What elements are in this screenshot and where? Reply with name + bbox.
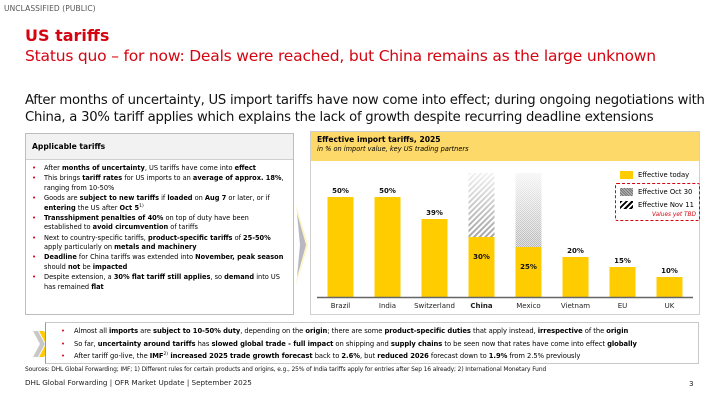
- chart-subtitle: in % on import value, key US trading par…: [317, 145, 469, 153]
- tbd-note: Values yet TBD: [652, 212, 696, 218]
- bullet-item: Transshipment penalties of 40% on top of…: [32, 214, 286, 233]
- bar-vietnam: [562, 257, 589, 297]
- bar-chart: 50% Brazil 50% India 39% Switzerland 30% China 2…: [317, 173, 693, 310]
- x-tick-label: EU: [618, 302, 628, 310]
- bar-india: [374, 197, 401, 297]
- applicable-tariffs-panel: Applicable tariffs After months of uncer…: [25, 133, 294, 315]
- panel-title: Applicable tariffs: [26, 134, 293, 160]
- bullet-item: After tariff go-live, the IMF2) increase…: [61, 350, 698, 363]
- bullet-item: Despite extension, a 30% flat tariff sti…: [32, 273, 286, 292]
- data-label: 25%: [520, 263, 537, 271]
- legend-label: Effective Nov 11: [638, 200, 694, 209]
- page-number: 3: [689, 379, 694, 388]
- bar-china: [468, 237, 495, 297]
- chart-title: Effective import tariffs, 2025: [317, 135, 441, 144]
- bar-brazil: [327, 197, 354, 297]
- x-tick-label: India: [379, 302, 396, 310]
- x-tick-label: Vietnam: [561, 302, 590, 310]
- legend-item-oct: Effective Oct 30: [620, 185, 696, 198]
- sources-note: Sources: DHL Global Forwarding; IMF; 1) …: [25, 367, 547, 373]
- bar-extension-nov-china: [468, 173, 495, 237]
- legend-label: Effective Oct 30: [638, 187, 693, 196]
- data-label: 50%: [379, 187, 396, 195]
- tariff-bullet-list: After months of uncertainty, US tariffs …: [26, 164, 293, 292]
- legend-label: Effective today: [638, 170, 690, 179]
- data-label: 39%: [426, 209, 443, 217]
- data-label: 50%: [332, 187, 349, 195]
- bullet-item: Goods are subject to new tariffs if load…: [32, 194, 286, 213]
- x-tick-label: Mexico: [516, 302, 540, 310]
- bar-switzerland: [421, 219, 448, 297]
- chart-header: Effective import tariffs, 2025 in % on i…: [311, 132, 699, 161]
- bar-extension-oct-mexico: [515, 173, 542, 247]
- bullet-item: Deadline for China tariffs was extended …: [32, 253, 286, 272]
- summary-bullet-list: Almost all imports are subject to 10-50%…: [46, 325, 698, 363]
- tariff-chart-panel: Effective import tariffs, 2025 in % on i…: [310, 131, 700, 315]
- bar-eu: [609, 267, 636, 297]
- data-label: 30%: [473, 253, 490, 261]
- bar-uk: [656, 277, 683, 297]
- legend-swatch-yellow: [620, 170, 633, 179]
- classification-label: UNCLASSIFIED (PUBLIC): [4, 4, 96, 13]
- page-title: US tariffs: [25, 26, 110, 45]
- data-label: 10%: [661, 267, 678, 275]
- bullet-item: After months of uncertainty, US tariffs …: [32, 164, 286, 174]
- bullet-item: So far, uncertainty around tariffs has s…: [61, 338, 698, 351]
- x-tick-label: Brazil: [331, 302, 351, 310]
- footer-text: DHL Global Forwarding | OFR Market Updat…: [25, 378, 252, 387]
- legend-item-today: Effective today: [620, 168, 700, 181]
- legend-tbd-group: Effective Oct 30 Effective Nov 11 Values…: [615, 183, 700, 221]
- legend-swatch-hatched: [620, 200, 633, 209]
- bar-mexico: [515, 247, 542, 297]
- page-subtitle: Status quo – for now: Deals were reached…: [25, 47, 656, 65]
- legend-swatch-checker: [620, 187, 633, 196]
- bullet-item: Almost all imports are subject to 10-50%…: [61, 325, 698, 338]
- intro-text: After months of uncertainty, US import t…: [25, 93, 705, 125]
- x-tick-label: UK: [665, 302, 675, 310]
- chart-legend: Effective today Effective Oct 30 Effecti…: [615, 168, 700, 221]
- legend-item-nov: Effective Nov 11: [620, 198, 696, 211]
- data-label: 15%: [614, 257, 631, 265]
- chevron-right-icon: [296, 205, 308, 285]
- x-tick-label: Switzerland: [414, 302, 455, 310]
- summary-box: Almost all imports are subject to 10-50%…: [45, 322, 699, 364]
- bullet-item: This brings tariff rates for US imports …: [32, 174, 286, 193]
- bullet-item: Next to country-specific tariffs, produc…: [32, 234, 286, 253]
- x-tick-label: China: [470, 302, 493, 310]
- data-label: 20%: [567, 247, 584, 255]
